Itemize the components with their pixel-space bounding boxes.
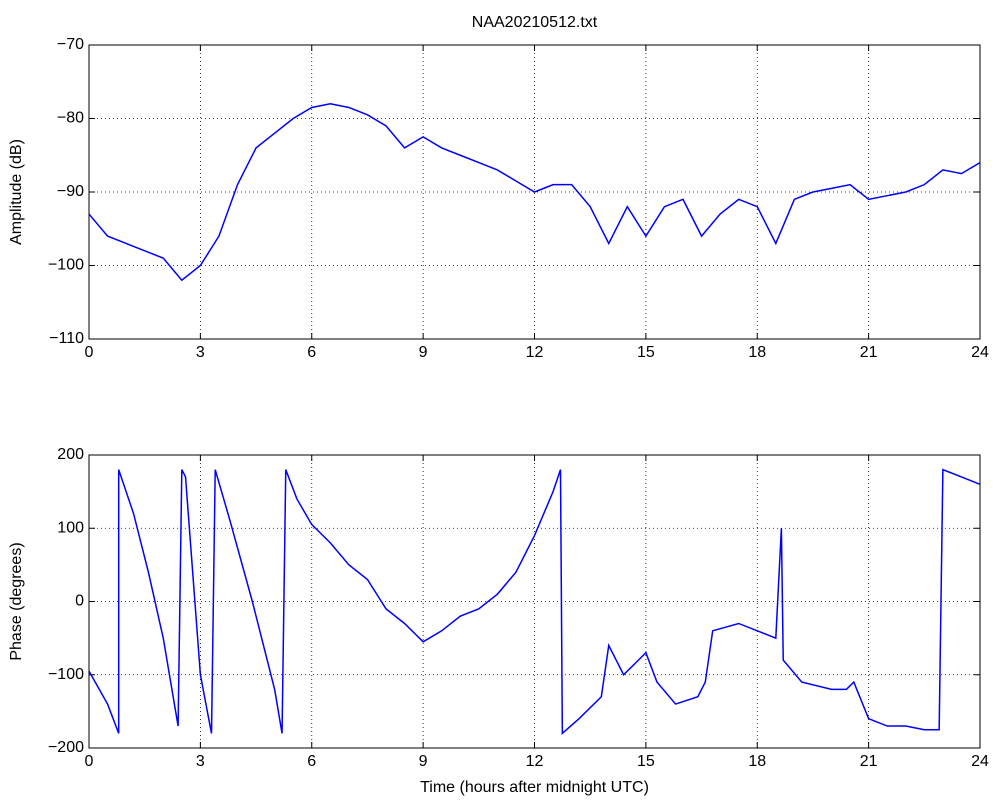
x-tick-label: 6 — [307, 753, 316, 770]
axes-frame — [88, 44, 981, 340]
x-tick-label: 24 — [971, 753, 989, 770]
y-tick-label: 0 — [75, 593, 84, 610]
y-tick-label: 200 — [57, 446, 84, 463]
chart-title: NAA20210512.txt — [472, 14, 598, 31]
y-tick-label: −110 — [49, 330, 84, 347]
x-tick-label: 0 — [85, 753, 94, 770]
x-tick-label: 18 — [748, 344, 766, 361]
y-tick-label: −200 — [48, 739, 84, 756]
x-tick-label: 15 — [637, 753, 655, 770]
y-axis-label: Phase (degrees) — [8, 542, 25, 660]
y-tick-label: 100 — [57, 519, 84, 536]
x-tick-label: 3 — [196, 753, 205, 770]
data-line — [88, 468, 981, 735]
y-tick-label: −90 — [57, 183, 84, 200]
x-tick-label: 21 — [860, 753, 878, 770]
x-tick-label: 12 — [526, 753, 544, 770]
x-tick-label: 15 — [637, 344, 655, 361]
x-tick-label: 18 — [748, 753, 766, 770]
axes-frame — [88, 454, 981, 749]
y-tick-label: −100 — [48, 257, 84, 274]
x-tick-label: 3 — [196, 344, 205, 361]
x-tick-label: 6 — [307, 344, 316, 361]
data-line — [88, 103, 981, 282]
y-tick-label: −70 — [57, 36, 84, 53]
x-tick-label: 24 — [971, 344, 989, 361]
y-tick-label: −80 — [57, 110, 84, 127]
x-tick-label: 12 — [526, 344, 544, 361]
x-tick-label: 9 — [419, 344, 428, 361]
x-tick-label: 0 — [85, 344, 94, 361]
y-tick-label: −100 — [48, 666, 84, 683]
x-tick-label: 9 — [419, 753, 428, 770]
y-axis-label: Amplitude (dB) — [8, 139, 25, 245]
x-tick-label: 21 — [860, 344, 878, 361]
x-axis-label: Time (hours after midnight UTC) — [420, 779, 649, 796]
